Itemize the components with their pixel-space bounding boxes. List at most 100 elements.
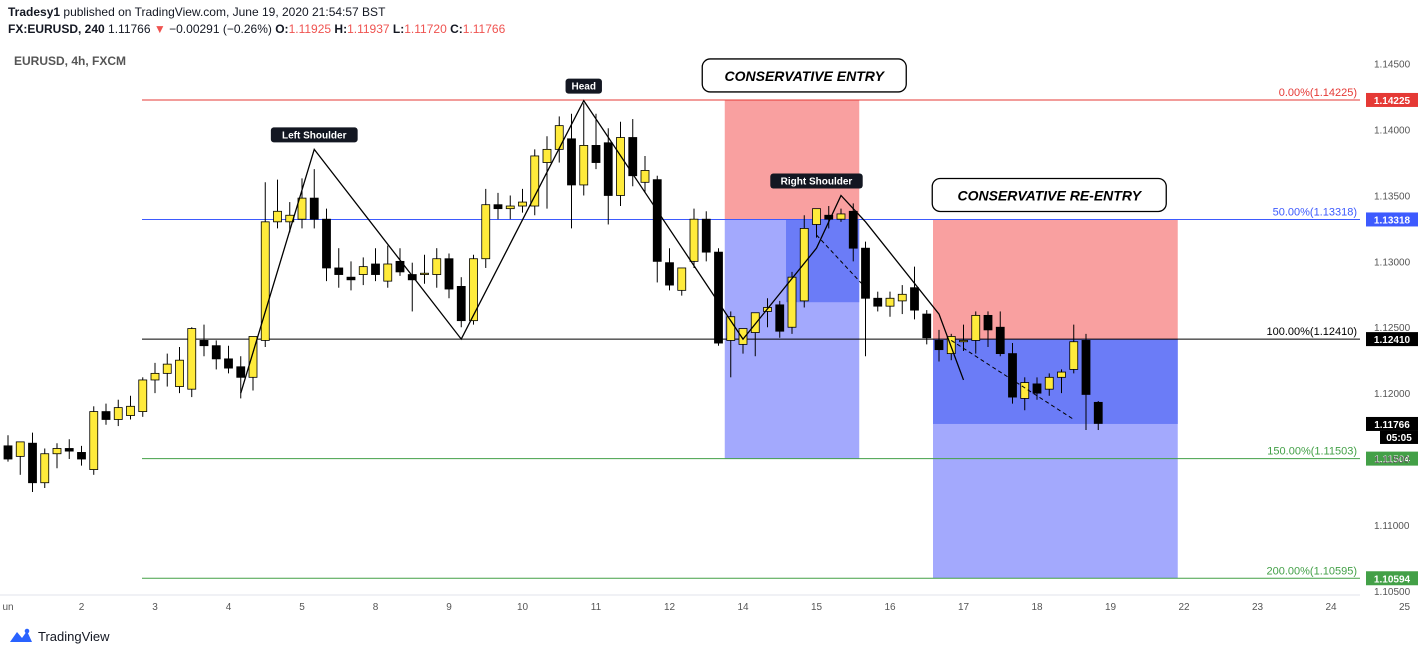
dashed-trend-line-1 [950,340,1075,420]
candle-body [995,326,1005,355]
low-value: 1.11720 [404,22,447,36]
symbol-interval: FX:EURUSD, 240 [8,22,105,36]
y-tick-7: 1.11000 [1374,521,1410,532]
tradingview-logo-icon [10,628,32,642]
candle-body [689,218,699,262]
candle-body [383,263,393,282]
down-arrow-icon: ▼ [153,22,166,36]
x-tick-15: 19 [1105,602,1117,613]
author-name[interactable]: Tradesy1 [8,5,61,19]
candle-body [971,314,981,341]
fib-price-tag-0 [1366,92,1418,107]
fib-label-3: 150.00%(1.11503) [1267,446,1357,458]
x-tick-0: un [2,602,13,613]
candle-body [322,218,331,269]
candle-body [1081,340,1091,395]
candle-body [959,340,968,343]
candle-body [665,262,674,286]
candle-body [162,363,172,374]
published-text: published on TradingView.com, June 19, 2… [63,5,386,19]
x-tick-17: 23 [1252,602,1264,613]
fib-price-tag-3 [1366,451,1418,466]
candle-body [199,340,209,347]
low-label: L: [392,22,405,36]
candle-body [628,137,638,177]
candle-body [15,441,25,457]
fib-label-1: 50.00%(1.13318) [1273,206,1357,218]
candle-body [334,267,344,275]
candle-body [260,221,270,341]
fib-label-4: 200.00%(1.10595) [1266,565,1357,577]
callout-text-3: CONSERVATIVE ENTRY [725,68,886,84]
candle-body [812,208,821,225]
tradingview-brand[interactable]: TradingView [8,628,110,644]
candle-body [603,142,613,196]
candle-body [40,453,50,484]
x-tick-1: 2 [79,602,85,613]
brand-name: TradingView [38,628,110,644]
candle-body [861,247,870,299]
conservative-reentry-position-filled-zone [933,339,1178,424]
x-tick-12: 16 [884,602,896,613]
candle-body [591,145,601,163]
candle-body [910,287,919,311]
x-tick-14: 18 [1031,602,1043,613]
candle-body [469,258,478,322]
candle-body [1069,341,1079,370]
candle-body [518,201,527,207]
fib-label-2: 100.00%(1.12410) [1266,326,1357,338]
candle-body [1093,401,1103,424]
candle-body [126,405,135,416]
fib-price-tag-2 [1366,332,1418,347]
candle-body [542,148,552,163]
candle-body [567,138,576,186]
callout-box-3 [701,58,907,93]
candle-body [983,314,993,331]
candle-body [554,125,564,150]
y-tick-2: 1.13500 [1374,191,1411,202]
high-value: 1.11937 [347,22,390,36]
fib-price-tag-text-1: 1.13318 [1374,215,1411,226]
fib-price-tag-text-3: 1.11504 [1374,455,1410,466]
open-value: 1.11925 [288,22,332,36]
candle-body [775,304,785,332]
candle-body [579,145,589,186]
candle-body [799,228,809,302]
callout-box-4 [931,177,1167,213]
y-tick-0: 1.14500 [1374,60,1411,71]
pattern-label-0: Left Shoulder [282,130,347,141]
fib-price-tag-1 [1366,212,1418,227]
candle-body [481,204,491,260]
candle-body [3,445,13,460]
candle-body [187,328,197,390]
y-tick-8: 1.10500 [1374,587,1411,598]
x-tick-8: 11 [591,602,602,613]
pattern-label-bg-1 [565,78,602,94]
x-tick-11: 15 [811,602,823,613]
candle-body [64,448,74,452]
x-tick-6: 9 [446,602,452,613]
x-tick-19: 25 [1399,602,1411,613]
candle-body [714,251,723,344]
candle-body [346,276,356,281]
candle-body [236,366,246,378]
x-tick-5: 8 [373,602,379,613]
x-tick-2: 3 [152,602,158,613]
candle-body [1057,371,1066,378]
callout-text-4: CONSERVATIVE RE-ENTRY [957,187,1142,203]
pattern-label-bg-2 [770,173,863,189]
countdown-tag-text: 05:05 [1386,433,1412,444]
high-label: H: [334,22,348,36]
x-tick-4: 5 [299,602,305,613]
candle-body [873,297,883,307]
candle-body [150,372,160,381]
candle-body [640,170,650,183]
open-label: O: [275,22,289,36]
y-tick-4: 1.12500 [1374,323,1411,334]
candle-body [395,260,405,273]
candle-body [358,266,368,275]
y-tick-1: 1.14000 [1374,126,1411,137]
conservative-entry-position-stop-zone [724,99,860,220]
x-tick-16: 22 [1178,602,1190,613]
